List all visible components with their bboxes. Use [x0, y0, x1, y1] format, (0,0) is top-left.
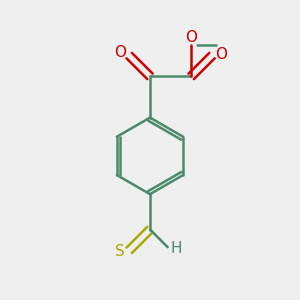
Text: O: O — [114, 45, 126, 60]
Text: O: O — [215, 46, 227, 62]
Text: O: O — [185, 30, 197, 45]
Text: S: S — [116, 244, 125, 259]
Text: H: H — [170, 241, 182, 256]
